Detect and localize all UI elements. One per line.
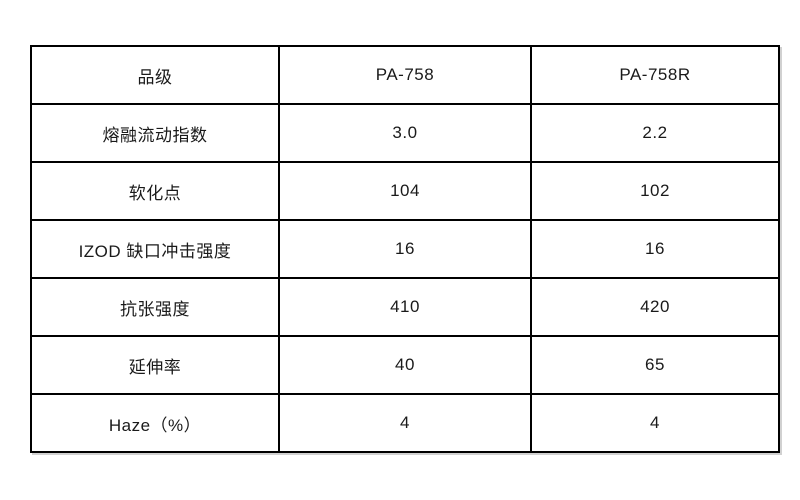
product-spec-table: 品级 PA-758 PA-758R 熔融流动指数 3.0 2.2 软化点 104… [30, 45, 780, 453]
spec-table-container: 品级 PA-758 PA-758R 熔融流动指数 3.0 2.2 软化点 104… [30, 45, 780, 453]
column-header-pa758: PA-758 [278, 45, 532, 105]
table-row-izod-impact-strength: IZOD 缺口冲击强度 16 16 [30, 219, 780, 279]
table-row-tensile-strength: 抗张强度 410 420 [30, 277, 780, 337]
table-header-row: 品级 PA-758 PA-758R [30, 45, 780, 105]
cell-value: 410 [278, 277, 532, 337]
cell-value: 4 [278, 393, 532, 453]
table-row-elongation: 延伸率 40 65 [30, 335, 780, 395]
cell-value: 420 [530, 277, 780, 337]
row-label: 熔融流动指数 [30, 103, 280, 163]
row-label: Haze（%） [30, 393, 280, 453]
cell-value: 2.2 [530, 103, 780, 163]
cell-value: 4 [530, 393, 780, 453]
table-row-melt-flow-index: 熔融流动指数 3.0 2.2 [30, 103, 780, 163]
cell-value: 102 [530, 161, 780, 221]
cell-value: 65 [530, 335, 780, 395]
column-header-grade: 品级 [30, 45, 280, 105]
cell-value: 3.0 [278, 103, 532, 163]
cell-value: 16 [278, 219, 532, 279]
row-label: IZOD 缺口冲击强度 [30, 219, 280, 279]
cell-value: 40 [278, 335, 532, 395]
row-label: 软化点 [30, 161, 280, 221]
table-row-haze: Haze（%） 4 4 [30, 393, 780, 453]
cell-value: 16 [530, 219, 780, 279]
row-label: 延伸率 [30, 335, 280, 395]
table-row-softening-point: 软化点 104 102 [30, 161, 780, 221]
row-label: 抗张强度 [30, 277, 280, 337]
cell-value: 104 [278, 161, 532, 221]
column-header-pa758r: PA-758R [530, 45, 780, 105]
